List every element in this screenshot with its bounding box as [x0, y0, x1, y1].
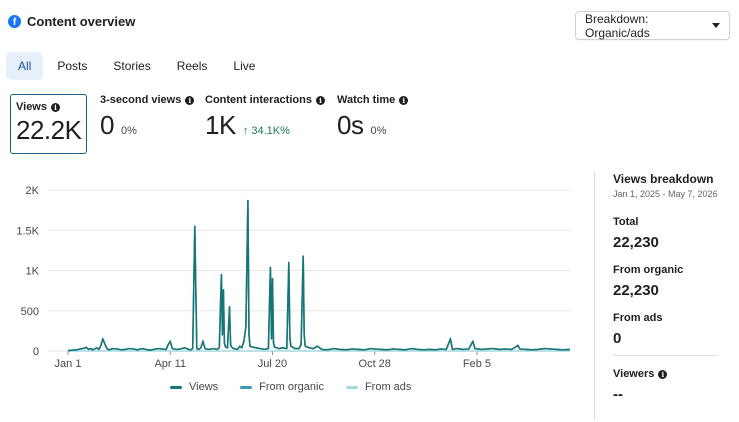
- tab-posts[interactable]: Posts: [57, 59, 88, 73]
- metric-watchtime-label: Watch time: [337, 94, 396, 106]
- content-tabs: All Posts Stories Reels Live: [6, 52, 269, 80]
- content-overview-header: f Content overview: [8, 14, 135, 29]
- metric-3sec-card[interactable]: 3-second views i 0 0%: [100, 94, 195, 141]
- x-tick-label: Jan 1: [55, 358, 82, 370]
- legend-ads[interactable]: From ads: [345, 381, 412, 393]
- organic-value: 22,230: [613, 282, 659, 299]
- chart-legend: Views From organic From ads: [170, 381, 411, 393]
- y-tick-label: 0: [33, 346, 39, 358]
- tab-live[interactable]: Live: [233, 59, 256, 73]
- legend-views[interactable]: Views: [170, 381, 218, 393]
- info-icon[interactable]: i: [185, 95, 195, 105]
- metric-watchtime-pct: 0%: [370, 125, 387, 137]
- tab-stories[interactable]: Stories: [113, 59, 151, 73]
- metric-interactions-value: 1K: [205, 110, 236, 140]
- facebook-icon: f: [8, 15, 21, 28]
- ads-label: From ads: [613, 312, 663, 324]
- views-chart-svg: 2K 1.5K 1K 500 0 Jan 1 Apr 11 Jul 20 Oct 28 Feb 5: [16, 185, 571, 370]
- breakdown-date-range: Jan 1, 2025 - May 7, 2026: [613, 189, 718, 199]
- metric-interactions-card[interactable]: Content interactions i 1K ↑ 34.1K%: [205, 94, 325, 141]
- metric-watchtime-value: 0s: [337, 110, 364, 140]
- metric-views-label: Views: [16, 101, 47, 113]
- organic-label: From organic: [613, 264, 684, 276]
- info-icon[interactable]: i: [399, 95, 409, 105]
- metric-interactions-pct-value: 34.1K%: [251, 125, 290, 137]
- metric-3sec-value: 0: [100, 110, 114, 140]
- tab-all[interactable]: All: [6, 52, 44, 80]
- viewers-label-row: Viewers i: [613, 368, 724, 380]
- metric-views-card[interactable]: Views i 22.2K: [10, 94, 87, 154]
- legend-ads-swatch: [345, 385, 358, 389]
- viewers-value: --: [613, 386, 623, 403]
- y-tick-label: 2K: [26, 185, 40, 197]
- views-chart: 2K 1.5K 1K 500 0 Jan 1 Apr 11 Jul 20 Oct 28 Feb 5: [0, 170, 590, 380]
- metric-interactions-label: Content interactions: [205, 94, 312, 106]
- legend-organic-swatch: [240, 385, 253, 389]
- breakdown-label: Breakdown: Organic/ads: [585, 11, 650, 40]
- metric-views-value: 22.2K: [16, 115, 82, 145]
- series-line-views: [67, 199, 571, 352]
- info-icon[interactable]: i: [51, 102, 60, 112]
- x-tick-label: Feb 5: [463, 358, 491, 370]
- x-tick-label: Jul 20: [258, 358, 287, 370]
- metric-watchtime-card[interactable]: Watch time i 0s 0%: [337, 94, 409, 141]
- views-breakdown-panel: Views breakdown Jan 1, 2025 - May 7, 202…: [594, 172, 724, 420]
- tab-reels[interactable]: Reels: [176, 59, 208, 73]
- ads-value: 0: [613, 330, 622, 347]
- info-icon[interactable]: i: [315, 95, 325, 105]
- total-value: 22,230: [613, 234, 659, 251]
- caret-down-icon: [712, 23, 720, 28]
- info-icon[interactable]: i: [658, 369, 668, 379]
- legend-organic[interactable]: From organic: [240, 381, 324, 393]
- viewers-label: Viewers: [613, 368, 655, 380]
- metric-3sec-label: 3-second views: [100, 94, 182, 106]
- legend-organic-label: From organic: [259, 381, 324, 393]
- metric-3sec-pct: 0%: [120, 125, 137, 137]
- legend-views-swatch: [170, 385, 182, 389]
- y-tick-label: 1.5K: [16, 225, 39, 237]
- x-tick-label: Oct 28: [359, 358, 391, 370]
- arrow-up-icon: ↑: [242, 125, 249, 137]
- breakdown-dropdown[interactable]: Breakdown: Organic/ads: [575, 11, 730, 40]
- divider: [613, 355, 718, 356]
- y-tick-label: 1K: [26, 266, 40, 278]
- breakdown-title: Views breakdown: [613, 172, 714, 186]
- total-label: Total: [613, 216, 639, 228]
- legend-ads-label: From ads: [364, 381, 412, 393]
- legend-views-label: Views: [189, 381, 219, 393]
- page-title: Content overview: [27, 14, 136, 29]
- x-tick-label: Apr 11: [154, 358, 186, 370]
- series-line-organic: [67, 200, 571, 352]
- metric-interactions-pct: ↑ 34.1K%: [243, 125, 290, 137]
- y-tick-label: 500: [21, 306, 39, 318]
